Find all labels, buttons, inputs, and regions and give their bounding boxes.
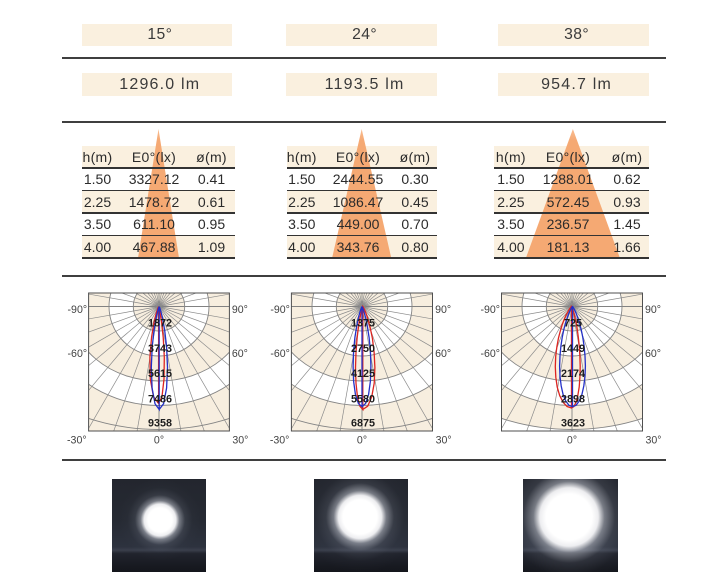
svg-text:4125: 4125: [351, 368, 375, 380]
svg-text:0°: 0°: [357, 434, 367, 446]
svg-text:5580: 5580: [351, 394, 375, 406]
svg-text:-90°: -90°: [67, 304, 87, 316]
svg-text:1872: 1872: [148, 318, 172, 330]
svg-text:-60°: -60°: [270, 348, 290, 360]
svg-text:9358: 9358: [148, 418, 172, 430]
svg-text:30°: 30°: [435, 434, 451, 446]
svg-text:60°: 60°: [435, 348, 451, 360]
svg-text:725: 725: [563, 318, 581, 330]
svg-text:0°: 0°: [566, 434, 576, 446]
svg-text:1375: 1375: [351, 318, 375, 330]
svg-text:-90°: -90°: [480, 304, 500, 316]
svg-text:90°: 90°: [435, 304, 451, 316]
svg-text:2174: 2174: [560, 368, 584, 380]
svg-text:2898: 2898: [560, 394, 584, 406]
svg-text:7486: 7486: [148, 394, 172, 406]
svg-text:30°: 30°: [645, 434, 661, 446]
svg-text:-30°: -30°: [270, 434, 290, 446]
svg-text:1449: 1449: [560, 343, 584, 355]
svg-text:2750: 2750: [351, 343, 375, 355]
svg-text:-60°: -60°: [67, 348, 87, 360]
svg-text:6875: 6875: [351, 418, 375, 430]
svg-text:90°: 90°: [231, 304, 247, 316]
svg-text:3743: 3743: [148, 343, 172, 355]
svg-text:0°: 0°: [154, 434, 164, 446]
svg-text:60°: 60°: [231, 348, 247, 360]
svg-text:3623: 3623: [560, 418, 584, 430]
svg-text:90°: 90°: [645, 304, 661, 316]
svg-text:30°: 30°: [232, 434, 248, 446]
svg-text:-60°: -60°: [480, 348, 500, 360]
svg-text:-90°: -90°: [270, 304, 290, 316]
svg-text:5615: 5615: [148, 368, 172, 380]
svg-text:-30°: -30°: [67, 434, 87, 446]
svg-text:60°: 60°: [645, 348, 661, 360]
